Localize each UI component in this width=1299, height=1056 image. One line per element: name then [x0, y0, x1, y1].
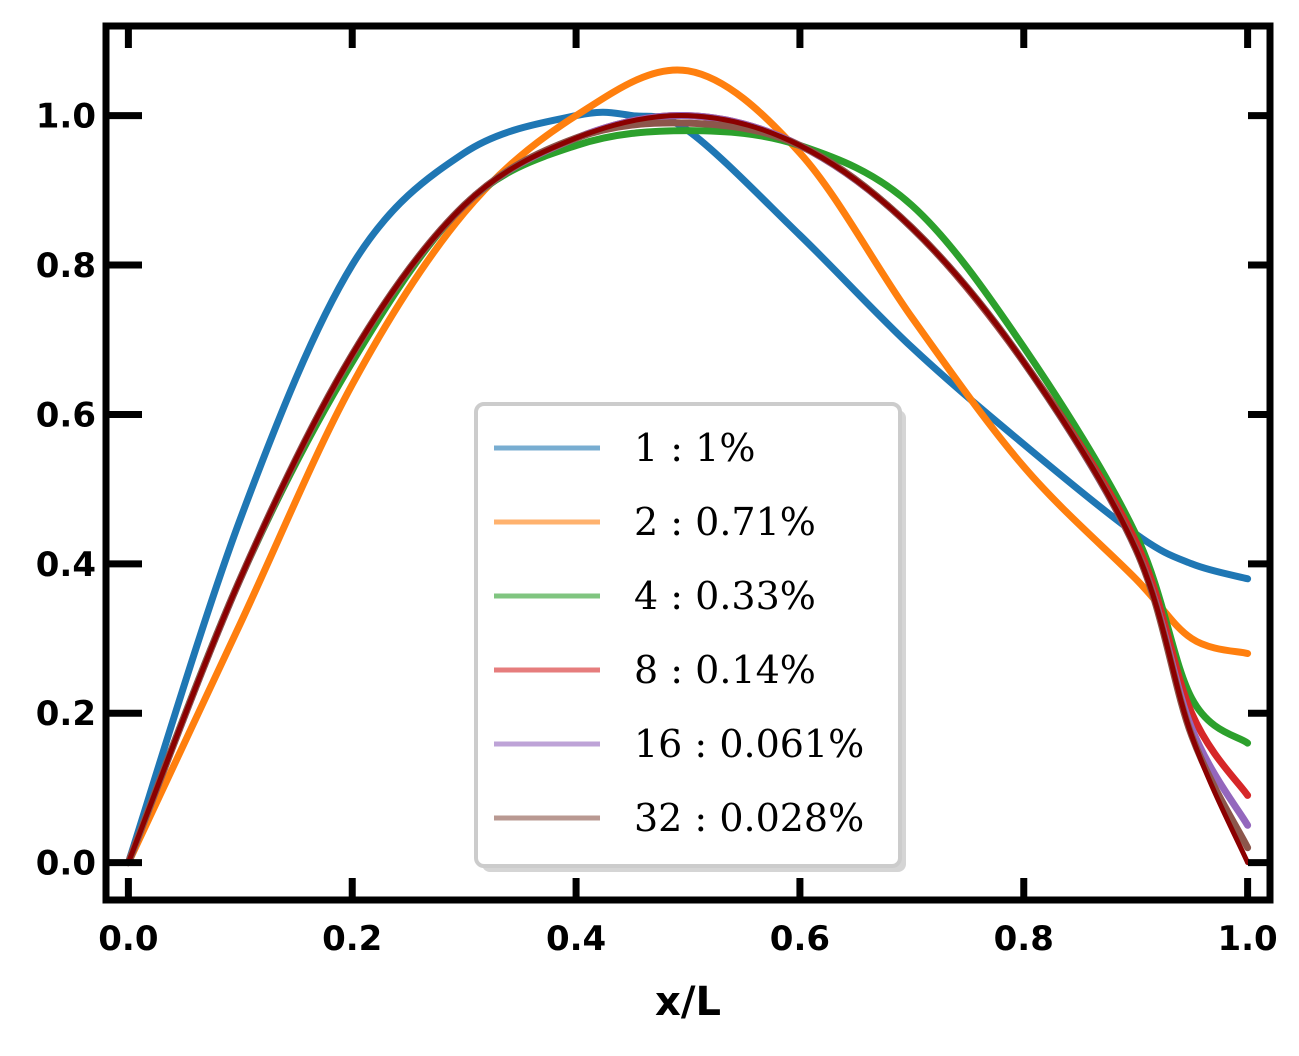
x-axis-label: x/L: [655, 979, 721, 1025]
y-tick-label: 0.4: [36, 545, 96, 585]
y-tick-label: 0.2: [36, 694, 96, 734]
ticks-layer: 0.0 0.2 0.4 0.6 0.8 1.0 0.0 0.2 0.4 0.6 0.8 1.0: [36, 26, 1278, 959]
legend-label: 1 : 1%: [634, 426, 755, 470]
reference-line-1: [125, 113, 1251, 866]
legend-label: 32 : 0.028%: [634, 796, 864, 840]
x-tick-label: 0.2: [322, 919, 382, 959]
legend-label: 8 : 0.14%: [634, 648, 816, 692]
y-tick-label: 0.8: [36, 246, 96, 286]
legend-entries: 1 : 1% 2 : 0.71% 4 : 0.33% 8 : 0.14% 16 : 0.…: [494, 426, 864, 840]
legend-label: 16 : 0.061%: [634, 722, 864, 766]
x-tick-label: 0.0: [98, 919, 158, 959]
x-tick-label: 0.4: [546, 919, 606, 959]
y-tick-label: 0.0: [36, 844, 96, 884]
legend-label: 4 : 0.33%: [634, 574, 816, 618]
x-tick-label: 0.6: [770, 919, 830, 959]
x-tick-label: 1.0: [1217, 919, 1277, 959]
x-tick-label: 0.8: [994, 919, 1054, 959]
legend-label: 2 : 0.71%: [634, 500, 816, 544]
series-line-2: [124, 66, 1252, 867]
series-layer: [124, 66, 1252, 867]
legend: 1 : 1% 2 : 0.71% 4 : 0.33% 8 : 0.14% 16 : 0.…: [474, 402, 906, 872]
plot-frame: [102, 22, 1274, 904]
y-tick-label: 1.0: [36, 97, 96, 137]
y-tick-label: 0.6: [36, 395, 96, 435]
